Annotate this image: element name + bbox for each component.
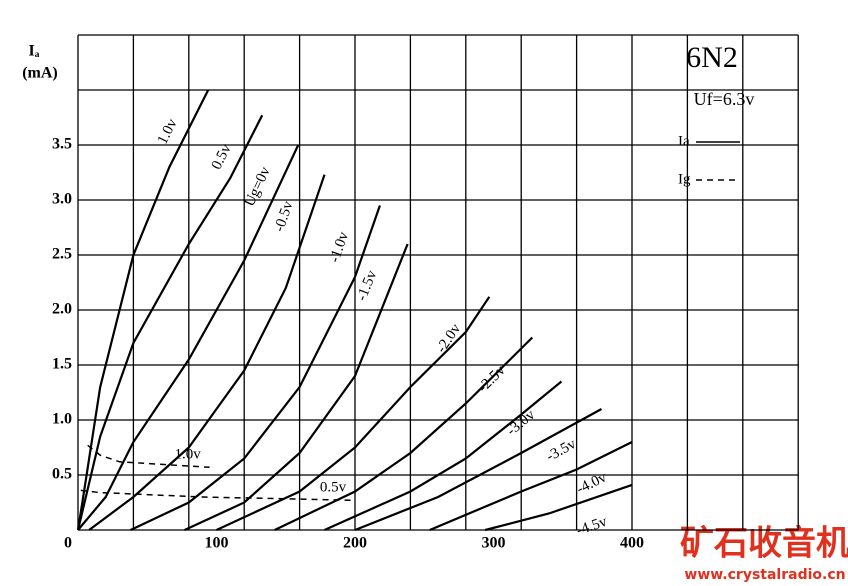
- chart-subtitle: Uf=6.3v: [694, 89, 755, 109]
- series-line: [77, 144, 300, 531]
- legend-label: Ia: [678, 133, 690, 149]
- series-line: [76, 89, 210, 531]
- y-tick-label: 3.5: [52, 136, 72, 153]
- series-line: [184, 243, 409, 531]
- legend-label: Ig: [678, 171, 691, 187]
- x-tick-label: 300: [482, 535, 506, 552]
- series-line: [484, 483, 633, 532]
- series-line: [87, 444, 210, 469]
- x-tick-label: 400: [620, 535, 644, 552]
- series-line: [216, 296, 491, 531]
- y-tick-label: 2.5: [52, 246, 72, 263]
- series-line: [274, 336, 534, 531]
- series-label: 0.5v: [320, 480, 347, 496]
- series-line: [88, 174, 326, 531]
- y-tick-label: 0.5: [52, 466, 72, 483]
- x-tick-label: 0: [64, 535, 72, 552]
- chart-title: 6N2: [686, 41, 738, 74]
- y-tick-label: 2.0: [52, 301, 72, 318]
- series-line: [429, 441, 633, 532]
- series-label: 1.0v: [174, 447, 201, 463]
- y-axis-label: Iₐ: [29, 43, 40, 60]
- y-tick-label: 1.5: [52, 356, 72, 373]
- series-line: [130, 205, 381, 531]
- series-line: [354, 408, 603, 532]
- y-axis-unit: (mA): [22, 65, 58, 82]
- x-tick-label: 200: [343, 535, 367, 552]
- y-tick-label: 1.0: [52, 411, 72, 428]
- y-tick-label: 3.0: [52, 191, 72, 208]
- x-tick-label: 100: [205, 535, 229, 552]
- watermark-url: www.crystalradio.cn: [684, 567, 845, 583]
- series-line: [80, 489, 356, 502]
- series-line: [324, 380, 563, 532]
